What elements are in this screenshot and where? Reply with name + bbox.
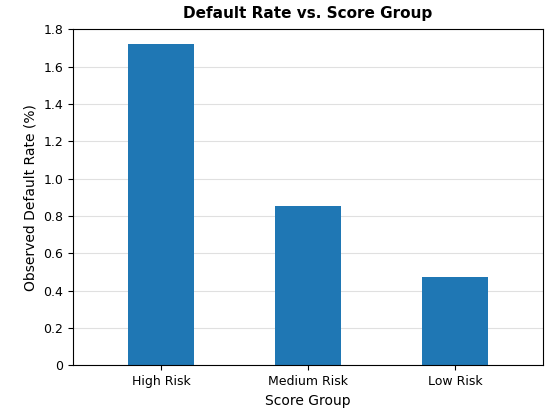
Title: Default Rate vs. Score Group: Default Rate vs. Score Group [183, 6, 433, 21]
Bar [128, 45, 194, 365]
Bar [422, 277, 488, 365]
X-axis label: Score Group: Score Group [265, 394, 351, 408]
Y-axis label: Observed Default Rate (%): Observed Default Rate (%) [24, 104, 38, 291]
Bar [275, 206, 341, 365]
